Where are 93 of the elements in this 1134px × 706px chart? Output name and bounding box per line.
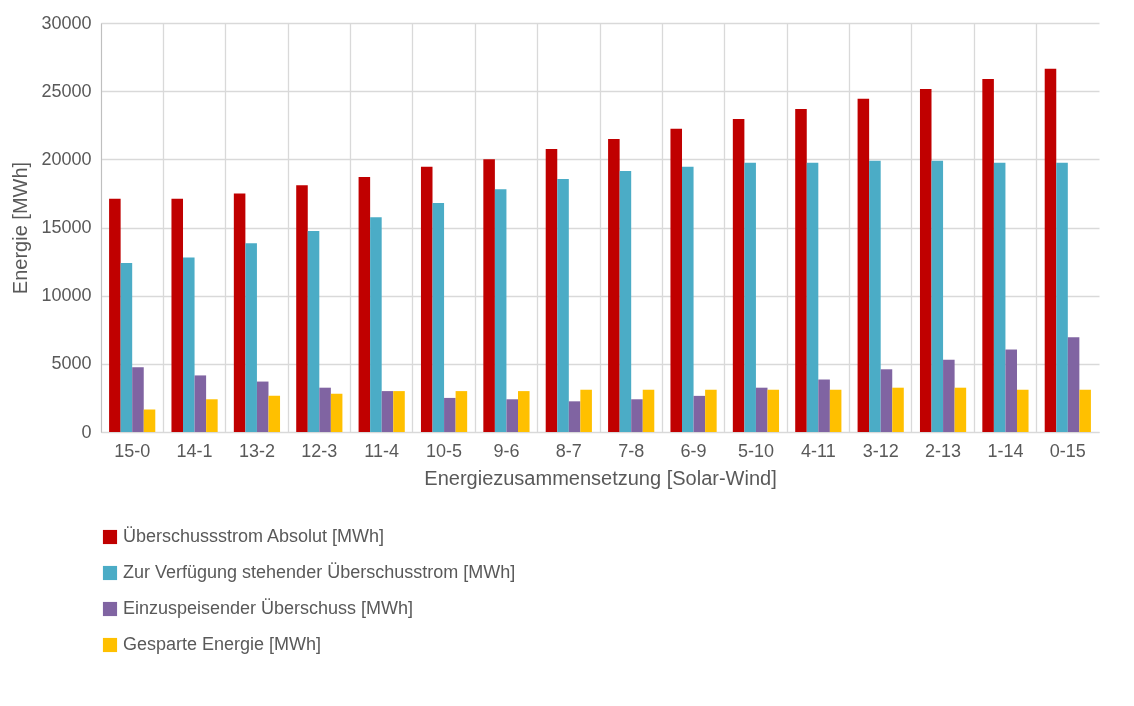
- bar: [829, 389, 842, 432]
- bar: [892, 387, 904, 432]
- bar: [506, 399, 518, 432]
- x-tick-label: 10-5: [426, 440, 463, 461]
- bar: [732, 119, 745, 432]
- bar: [943, 359, 955, 432]
- x-tick-label: 6-9: [680, 440, 707, 461]
- y-tick-label: 0: [81, 421, 92, 442]
- bar: [245, 243, 257, 432]
- legend-label: Einzuspeisender Überschuss [MWh]: [123, 598, 414, 618]
- bar: [444, 397, 456, 432]
- y-tick-label: 25000: [41, 80, 92, 101]
- bar: [568, 401, 581, 432]
- bar: [307, 230, 320, 432]
- bar: [330, 393, 343, 432]
- bar: [194, 375, 207, 432]
- bar: [206, 399, 218, 432]
- bar: [432, 202, 445, 432]
- bar: [642, 389, 655, 432]
- bar: [420, 166, 433, 432]
- bar: [268, 395, 281, 432]
- x-tick-label: 0-15: [1049, 440, 1086, 461]
- bar: [393, 391, 405, 432]
- bar: [880, 369, 893, 432]
- bar: [1056, 162, 1068, 432]
- bar: [857, 98, 870, 432]
- bar: [993, 162, 1006, 432]
- bar: [545, 149, 558, 432]
- bar: [631, 399, 643, 432]
- bar: [256, 381, 269, 432]
- bar: [693, 395, 706, 432]
- x-tick-label: 14-1: [176, 440, 213, 461]
- bar: [608, 138, 620, 432]
- bar: [171, 198, 184, 432]
- x-tick-label: 2-13: [925, 440, 962, 461]
- bar: [705, 389, 717, 432]
- bar: [795, 108, 807, 432]
- x-tick-label: 12-3: [301, 440, 338, 461]
- bar: [1067, 337, 1080, 432]
- bar: [483, 159, 495, 432]
- bar: [670, 128, 683, 432]
- legend-label: Gesparte Energie [MWh]: [123, 634, 322, 654]
- bar: [358, 177, 371, 432]
- bar: [931, 160, 944, 432]
- bar: [517, 391, 530, 432]
- bar: [183, 257, 195, 432]
- bar: [682, 166, 694, 432]
- y-tick-label: 5000: [51, 353, 92, 374]
- bar: [767, 389, 780, 432]
- bar: [580, 389, 592, 432]
- y-axis-title: Energie [MWh]: [9, 161, 32, 295]
- bar: [455, 391, 468, 432]
- x-axis-title: Energiezusammensetzung [Solar-Wind]: [424, 466, 777, 489]
- bar: [755, 387, 768, 432]
- bar: [1044, 68, 1057, 432]
- bar: [233, 193, 246, 432]
- bar: [143, 409, 156, 432]
- x-tick-label: 5-10: [737, 440, 774, 461]
- bar: [818, 379, 830, 432]
- bar: [1005, 349, 1017, 432]
- x-tick-label: 8-7: [555, 440, 582, 461]
- bar: [806, 162, 819, 432]
- y-tick-label: 15000: [41, 217, 92, 237]
- bar: [744, 162, 756, 432]
- x-tick-label: 13-2: [238, 440, 275, 461]
- bar: [381, 391, 394, 432]
- x-tick-label: 3-12: [862, 440, 899, 461]
- legend-label: Zur Verfügung stehender Überschusstrom [MWh]: [123, 562, 516, 582]
- legend-label: Überschussstrom Absolut [MWh]: [123, 526, 385, 546]
- y-tick-label: 20000: [41, 148, 92, 169]
- x-tick-label: 9-6: [493, 440, 520, 461]
- bar: [319, 387, 331, 432]
- bar: [132, 367, 144, 432]
- bar: [869, 160, 881, 432]
- bar: [954, 387, 967, 432]
- x-tick-label: 15-0: [114, 440, 151, 461]
- x-tick-label: 7-8: [618, 440, 645, 461]
- bar: [619, 170, 632, 432]
- x-tick-label: 4-11: [800, 440, 836, 461]
- y-tick-label: 30000: [41, 12, 92, 33]
- bar: [1016, 389, 1029, 432]
- bar: [370, 217, 382, 432]
- bar: [919, 89, 932, 432]
- bar: [982, 78, 994, 432]
- bar: [120, 262, 133, 432]
- bar: [557, 179, 569, 432]
- bar: [494, 189, 507, 432]
- y-tick-label: 10000: [41, 285, 92, 306]
- x-tick-label: 11-4: [364, 440, 400, 461]
- bar: [1079, 389, 1091, 432]
- bar: [296, 185, 308, 432]
- x-tick-label: 1-14: [987, 440, 1024, 461]
- bar: [109, 198, 121, 432]
